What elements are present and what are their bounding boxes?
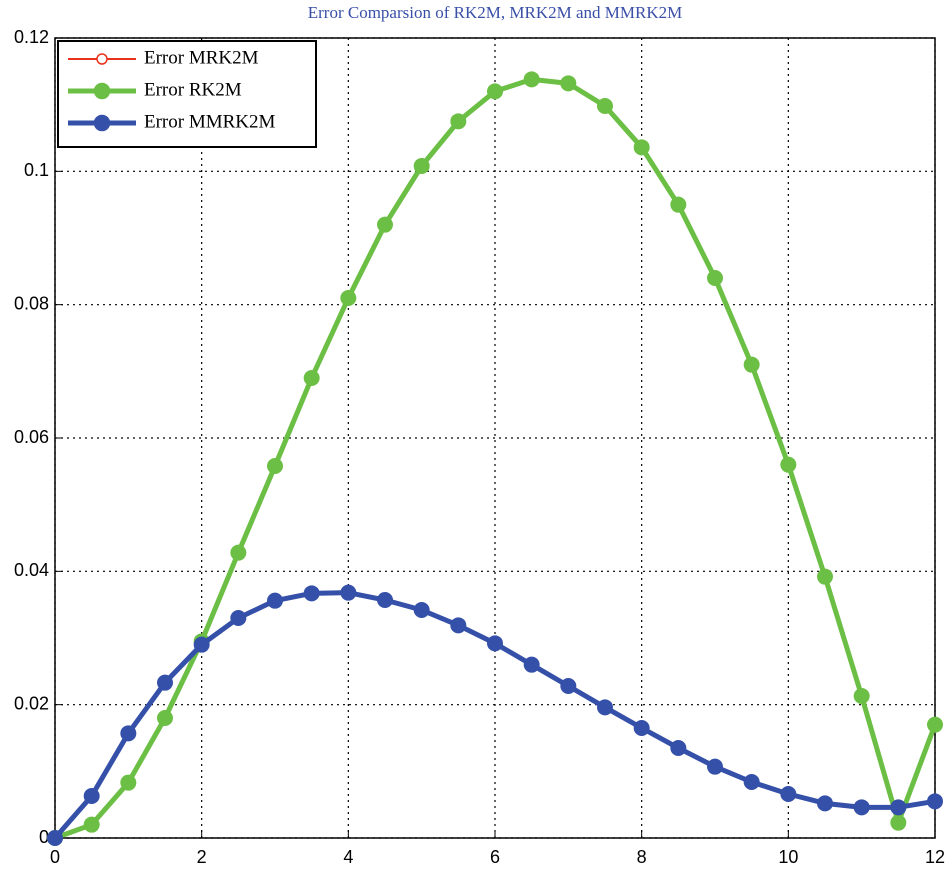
data-point bbox=[303, 585, 320, 602]
data-point bbox=[780, 786, 797, 802]
y-tick-label: 0.04 bbox=[14, 560, 49, 580]
x-tick-label: 0 bbox=[50, 847, 60, 867]
data-point bbox=[377, 216, 393, 233]
data-point bbox=[560, 75, 577, 92]
plot-frame bbox=[54, 37, 936, 839]
legend-label: Error MRK2M bbox=[144, 47, 259, 68]
data-point bbox=[523, 656, 540, 673]
data-point bbox=[450, 617, 467, 634]
x-tick-label: 2 bbox=[197, 847, 207, 867]
y-tick-label: 0.02 bbox=[14, 693, 49, 713]
data-point bbox=[120, 725, 137, 742]
data-point bbox=[340, 290, 357, 306]
data-point bbox=[120, 774, 137, 791]
data-point bbox=[633, 139, 650, 156]
data-point bbox=[890, 799, 907, 816]
legend-marker bbox=[96, 53, 108, 65]
data-point bbox=[157, 710, 173, 726]
data-point bbox=[487, 635, 503, 652]
data-point bbox=[817, 795, 833, 812]
data-point bbox=[670, 740, 687, 756]
data-point bbox=[817, 568, 833, 585]
data-point bbox=[450, 113, 467, 130]
data-point bbox=[340, 584, 357, 601]
data-point bbox=[707, 758, 723, 775]
data-point bbox=[230, 544, 247, 561]
data-point bbox=[193, 636, 210, 653]
x-tick-label: 8 bbox=[637, 847, 647, 867]
y-tick-label: 0.08 bbox=[14, 293, 49, 313]
data-point bbox=[157, 674, 173, 691]
y-tick-label: 0.06 bbox=[14, 427, 49, 447]
data-point bbox=[743, 356, 760, 373]
y-tick-label: 0 bbox=[39, 827, 49, 847]
chart-title: Error Comparsion of RK2M, MRK2M and MMRK… bbox=[308, 3, 682, 22]
data-point bbox=[83, 788, 100, 804]
y-tick-label: 0.12 bbox=[14, 27, 49, 47]
legend-marker bbox=[93, 114, 111, 132]
data-point bbox=[267, 592, 283, 609]
data-point bbox=[780, 456, 797, 473]
x-tick-label: 10 bbox=[778, 847, 798, 867]
data-point bbox=[83, 816, 100, 833]
data-point bbox=[670, 196, 687, 213]
x-tick-label: 6 bbox=[490, 847, 500, 867]
x-tick-label: 4 bbox=[343, 847, 353, 867]
y-tick-label: 0.1 bbox=[24, 160, 49, 180]
data-point bbox=[487, 83, 503, 100]
data-point bbox=[47, 830, 63, 846]
data-point bbox=[413, 602, 430, 618]
data-point bbox=[927, 793, 943, 810]
data-point bbox=[303, 370, 320, 386]
data-point bbox=[853, 688, 870, 704]
data-point bbox=[927, 716, 943, 733]
data-point bbox=[633, 720, 650, 736]
data-point bbox=[377, 592, 393, 608]
data-point bbox=[597, 699, 613, 716]
data-point bbox=[230, 610, 247, 626]
data-point bbox=[560, 678, 577, 694]
data-point bbox=[853, 799, 870, 816]
data-point bbox=[707, 270, 723, 286]
legend-label: Error MMRK2M bbox=[144, 111, 276, 132]
data-point bbox=[890, 814, 907, 831]
data-point bbox=[523, 71, 540, 88]
legend-label: Error RK2M bbox=[144, 79, 242, 100]
legend-marker bbox=[93, 82, 111, 100]
data-point bbox=[743, 774, 760, 790]
x-tick-label: 12 bbox=[925, 847, 945, 867]
data-point bbox=[597, 98, 613, 114]
data-point bbox=[267, 458, 283, 474]
data-point bbox=[413, 158, 430, 174]
